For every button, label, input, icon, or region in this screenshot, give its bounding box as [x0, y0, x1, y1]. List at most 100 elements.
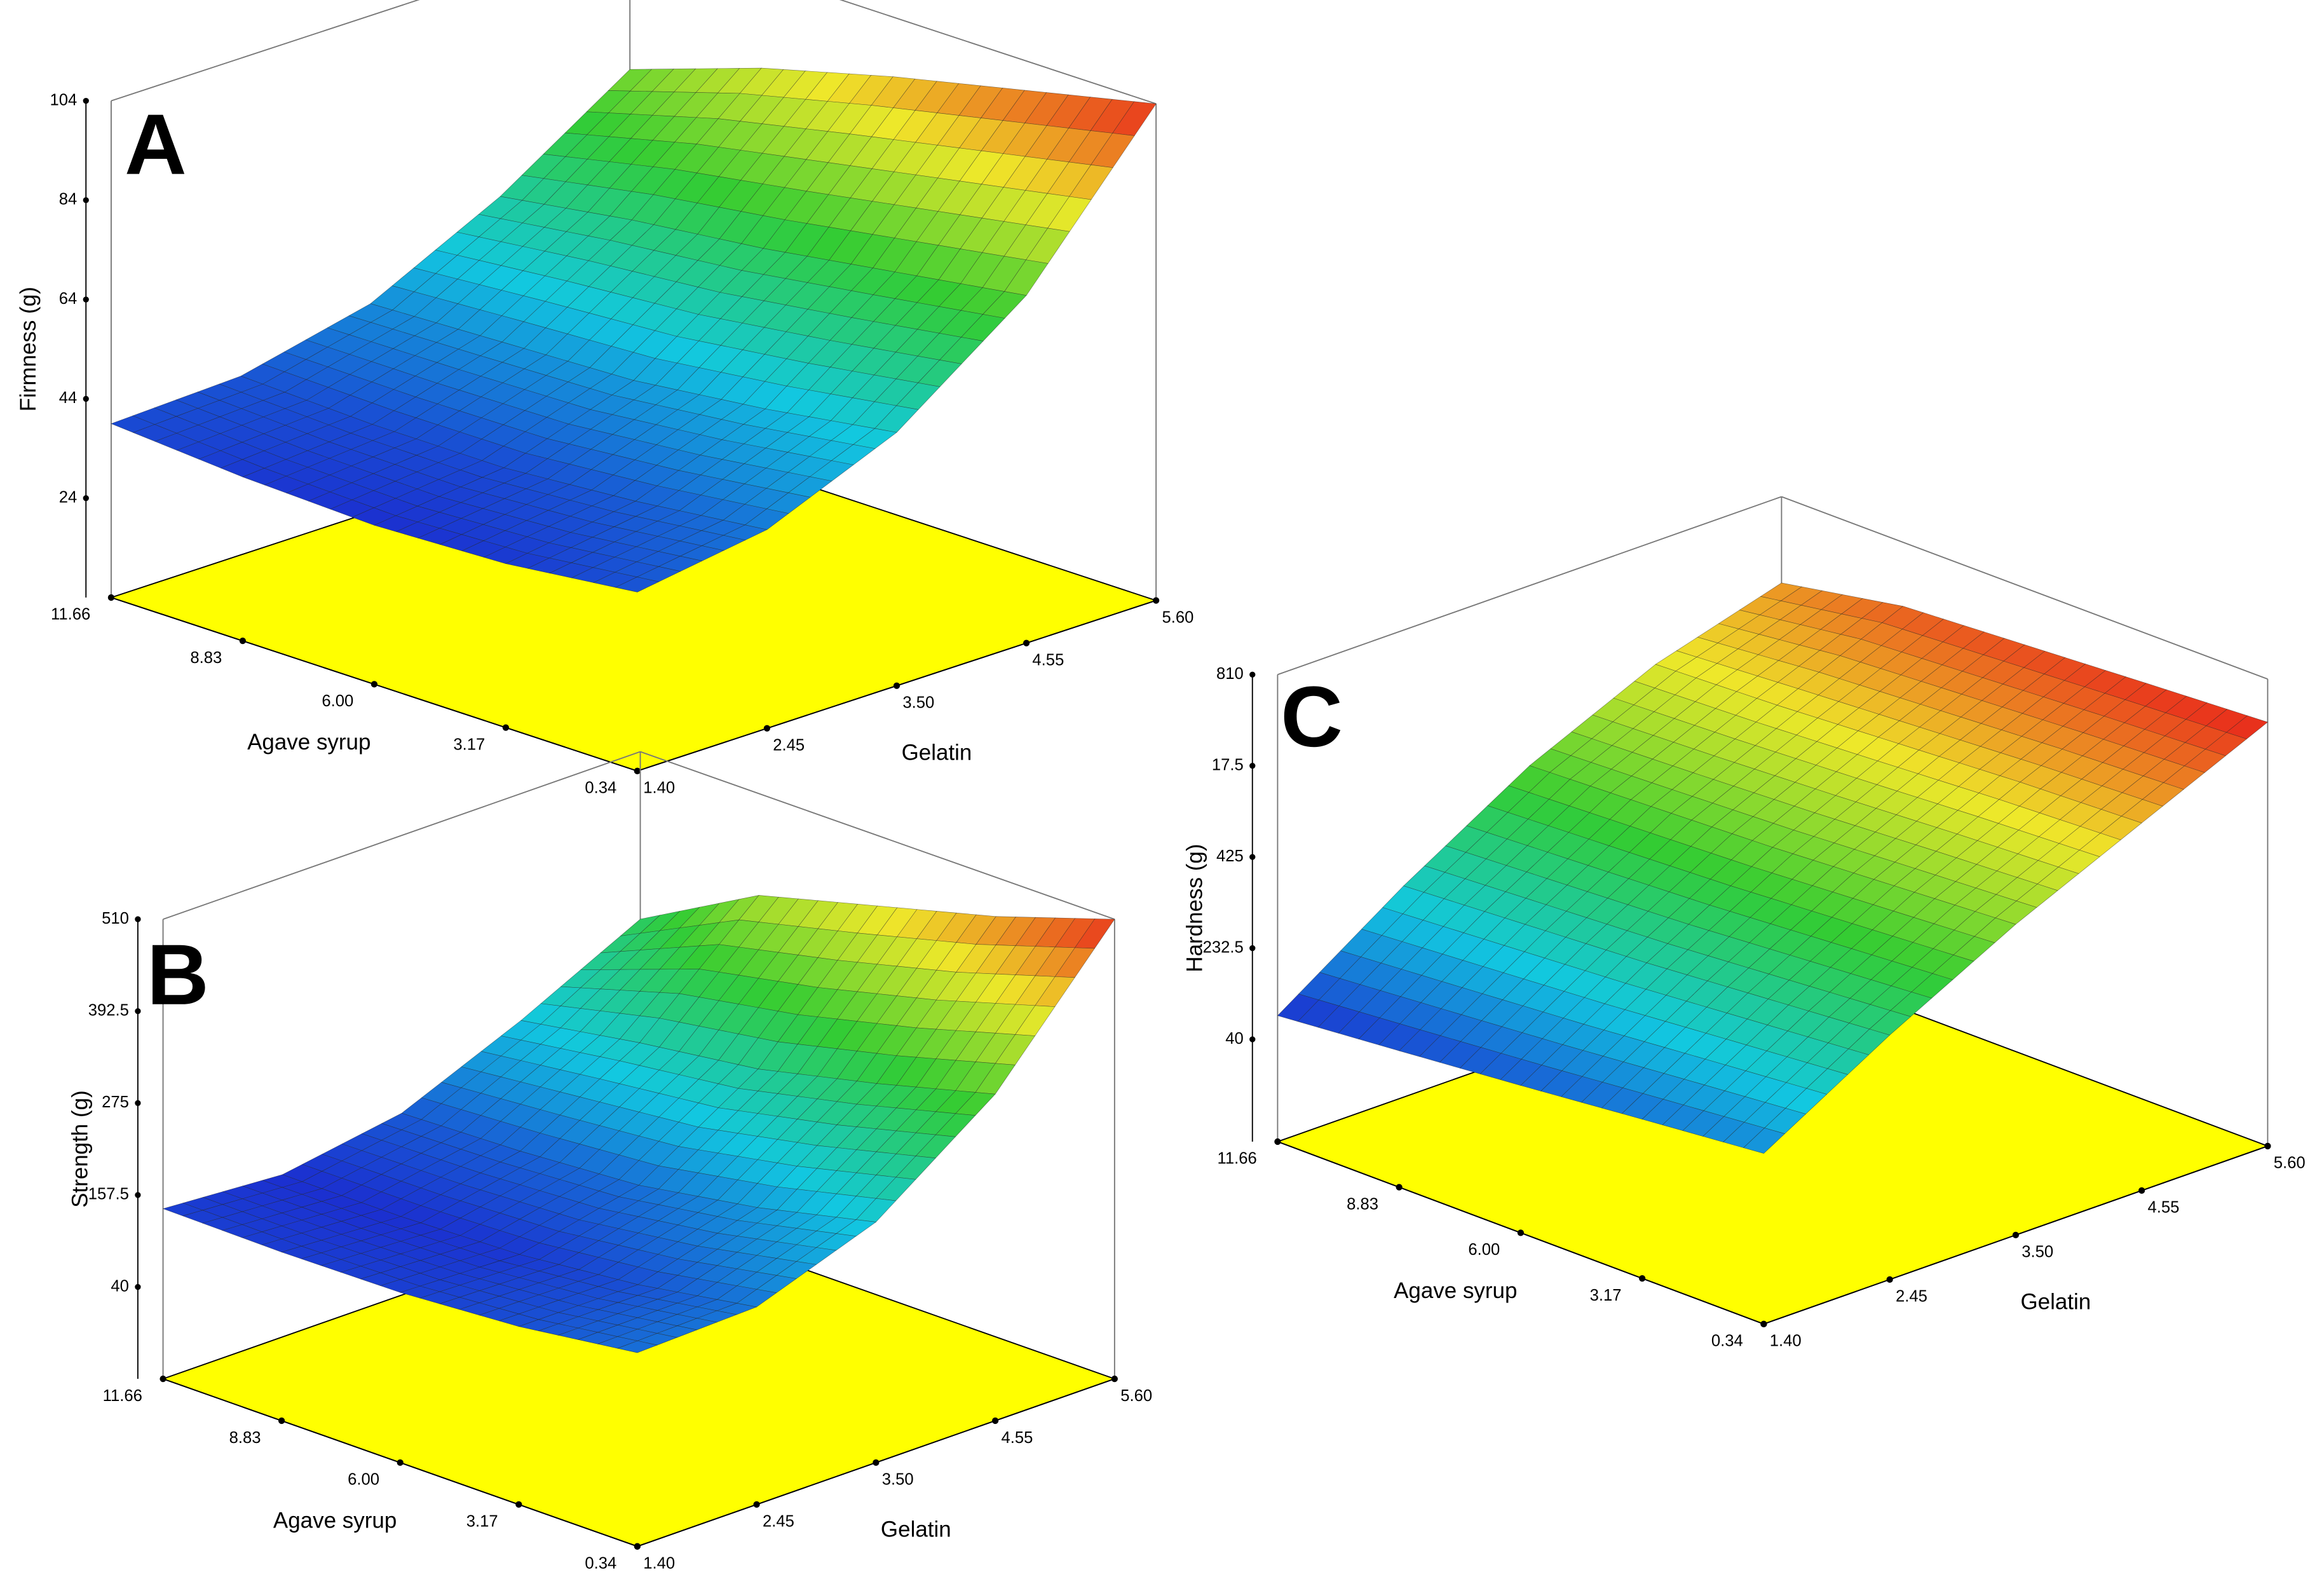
x-tick — [1111, 1375, 1118, 1383]
x-tick — [873, 1459, 880, 1466]
z-tick-label: 275 — [102, 1093, 129, 1111]
y-tick-label: 11.66 — [103, 1387, 142, 1405]
y-tick-label: 3.17 — [1590, 1287, 1622, 1304]
y-tick-label: 11.66 — [51, 606, 90, 624]
panel-letter: C — [1281, 669, 1343, 765]
panel-letter: A — [125, 97, 187, 193]
x-tick-label: 3.50 — [902, 694, 934, 712]
box-edge — [640, 751, 1115, 920]
z-tick-label: 40 — [1225, 1030, 1244, 1048]
z-tick — [83, 296, 89, 303]
x-tick — [1886, 1276, 1893, 1283]
y-tick — [502, 724, 510, 731]
x-tick — [753, 1501, 760, 1508]
box-edge — [1277, 496, 1782, 676]
z-tick-label: 24 — [59, 488, 78, 506]
x-tick — [1760, 1320, 1767, 1327]
y-tick-label: 8.83 — [229, 1429, 261, 1447]
z-tick — [1249, 671, 1256, 678]
y-tick-label: 8.83 — [1347, 1195, 1378, 1213]
z-tick-label: 232.5 — [1203, 938, 1244, 956]
y-tick — [107, 594, 115, 601]
x-axis-title: Gelatin — [881, 1517, 951, 1541]
x-tick — [634, 767, 641, 774]
box-edge — [839, 0, 1157, 105]
z-tick — [135, 1100, 141, 1106]
z-axis-title: Firmness (g) — [16, 287, 41, 411]
z-tick-label: 510 — [102, 910, 129, 927]
x-tick-label: 1.40 — [643, 779, 675, 797]
y-axis-title: Agave syrup — [1394, 1278, 1517, 1303]
x-tick-label: 2.45 — [1896, 1288, 1927, 1306]
x-tick-label: 1.40 — [1770, 1332, 1802, 1350]
y-tick — [278, 1417, 285, 1425]
z-tick-label: 44 — [59, 389, 78, 407]
x-tick-label: 4.55 — [1032, 651, 1064, 669]
y-tick — [1274, 1138, 1281, 1145]
z-tick — [135, 1283, 141, 1290]
x-tick-label: 1.40 — [643, 1554, 675, 1572]
y-tick-label: 3.17 — [453, 735, 485, 753]
x-tick-label: 5.60 — [1120, 1387, 1152, 1405]
y-tick — [160, 1375, 166, 1383]
z-tick — [135, 916, 141, 922]
z-tick-label: 425 — [1216, 847, 1244, 865]
box-edge — [163, 751, 641, 920]
y-tick-label: 3.17 — [466, 1513, 498, 1531]
y-tick-label: 6.00 — [1468, 1241, 1500, 1259]
x-tick-label: 3.50 — [882, 1471, 914, 1489]
y-tick-label: 6.00 — [348, 1471, 379, 1489]
z-tick — [83, 495, 89, 502]
z-tick-label: 84 — [59, 191, 78, 208]
x-tick-label: 5.60 — [1162, 608, 1194, 626]
y-tick-label: 0.34 — [585, 1554, 616, 1572]
z-axis-title: Strength (g) — [68, 1090, 93, 1208]
y-tick — [397, 1459, 404, 1466]
z-tick — [135, 1008, 141, 1015]
y-tick — [1396, 1184, 1403, 1191]
y-tick — [1639, 1275, 1646, 1282]
x-tick — [893, 682, 900, 689]
y-tick — [515, 1501, 522, 1508]
z-tick — [1249, 1036, 1256, 1042]
y-tick-label: 11.66 — [1218, 1150, 1257, 1168]
z-tick — [135, 1192, 141, 1198]
x-tick — [2012, 1231, 2020, 1239]
z-tick — [83, 395, 89, 402]
box-edge — [111, 0, 420, 102]
x-tick-label: 3.50 — [2022, 1243, 2053, 1261]
z-tick — [83, 197, 89, 203]
box-edge — [1781, 496, 2268, 680]
x-tick — [991, 1417, 999, 1425]
z-tick — [1249, 945, 1256, 952]
x-axis-title: Gelatin — [2020, 1289, 2091, 1314]
x-axis-title: Gelatin — [902, 740, 972, 765]
y-tick — [370, 681, 378, 688]
z-tick-label: 17.5 — [1212, 756, 1244, 774]
z-tick — [1249, 763, 1256, 769]
surface-cell — [616, 1341, 658, 1353]
z-tick — [1249, 854, 1256, 860]
panel-letter: B — [147, 927, 209, 1023]
x-tick — [763, 725, 771, 732]
z-tick-label: 810 — [1216, 665, 1244, 683]
x-tick — [1153, 597, 1160, 604]
x-tick-label: 4.55 — [2147, 1199, 2179, 1217]
y-tick — [239, 638, 247, 645]
z-tick-label: 392.5 — [88, 1001, 129, 1019]
z-axis-title: Hardness (g) — [1182, 844, 1207, 973]
x-tick — [1023, 639, 1030, 646]
x-tick-label: 5.60 — [2274, 1154, 2306, 1172]
z-tick — [83, 97, 89, 104]
x-tick — [2264, 1142, 2271, 1150]
y-tick-label: 0.34 — [1711, 1332, 1743, 1350]
y-tick-label: 6.00 — [322, 692, 353, 710]
z-tick-label: 40 — [111, 1277, 129, 1295]
x-tick-label: 2.45 — [773, 737, 805, 755]
y-tick-label: 0.34 — [585, 779, 616, 797]
y-axis-title: Agave syrup — [273, 1508, 397, 1533]
y-tick — [1517, 1229, 1525, 1236]
x-tick-label: 4.55 — [1001, 1429, 1033, 1447]
